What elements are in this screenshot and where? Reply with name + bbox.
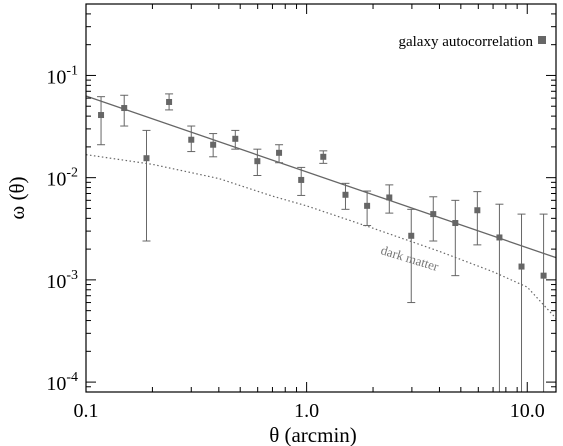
plot-frame-layer (85, 3, 557, 393)
data-point (364, 202, 371, 209)
data-point (98, 112, 105, 119)
x-tick-label: 0.1 (74, 400, 99, 422)
plot-frame (85, 3, 557, 393)
x-tick-label: 1.0 (294, 400, 319, 422)
y-axis-label: ω (θ) (5, 176, 29, 219)
data-point (474, 207, 481, 214)
x-tick-label: 10.0 (510, 400, 545, 422)
power-law-fit-line (85, 95, 557, 259)
legend-marker (538, 36, 546, 44)
data-point (320, 153, 327, 160)
y-tick-label: 10-1 (46, 63, 78, 88)
y-tick-label-base: 10 (46, 373, 66, 395)
data-point (143, 155, 150, 162)
errorbars-layer (97, 93, 548, 392)
data-point (166, 98, 173, 105)
data-point (276, 149, 283, 156)
data-point (232, 135, 239, 142)
y-tick-label-exponent: -4 (66, 370, 78, 385)
y-tick-label-exponent: -2 (66, 166, 78, 181)
data-point (408, 232, 415, 239)
dark-matter-annotation: dark matter (379, 242, 441, 274)
markers-layer (98, 98, 547, 279)
y-tick-label-exponent: -1 (66, 63, 78, 78)
y-tick-label-base: 10 (46, 169, 66, 191)
data-point (254, 158, 261, 165)
y-tick-label: 10-2 (46, 166, 78, 191)
x-axis-label: θ (arcmin) (269, 423, 357, 446)
legend-label: galaxy autocorrelation (398, 34, 533, 50)
data-point (210, 141, 217, 148)
data-point (430, 211, 437, 218)
y-tick-label-base: 10 (46, 271, 66, 293)
data-point (386, 194, 393, 201)
y-tick-label-base: 10 (46, 66, 66, 88)
lines-layer (85, 95, 557, 319)
y-tick-label-exponent: -3 (66, 268, 78, 283)
data-point (121, 105, 128, 112)
y-tick-label: 10-4 (46, 370, 78, 395)
data-point (342, 191, 349, 198)
data-point (496, 234, 503, 241)
y-tick-label: 10-3 (46, 268, 78, 293)
data-point (188, 136, 195, 143)
data-point (452, 220, 459, 227)
data-point (540, 272, 547, 279)
data-point (518, 263, 525, 270)
data-point (298, 176, 305, 183)
dark-matter-curve (85, 154, 557, 319)
